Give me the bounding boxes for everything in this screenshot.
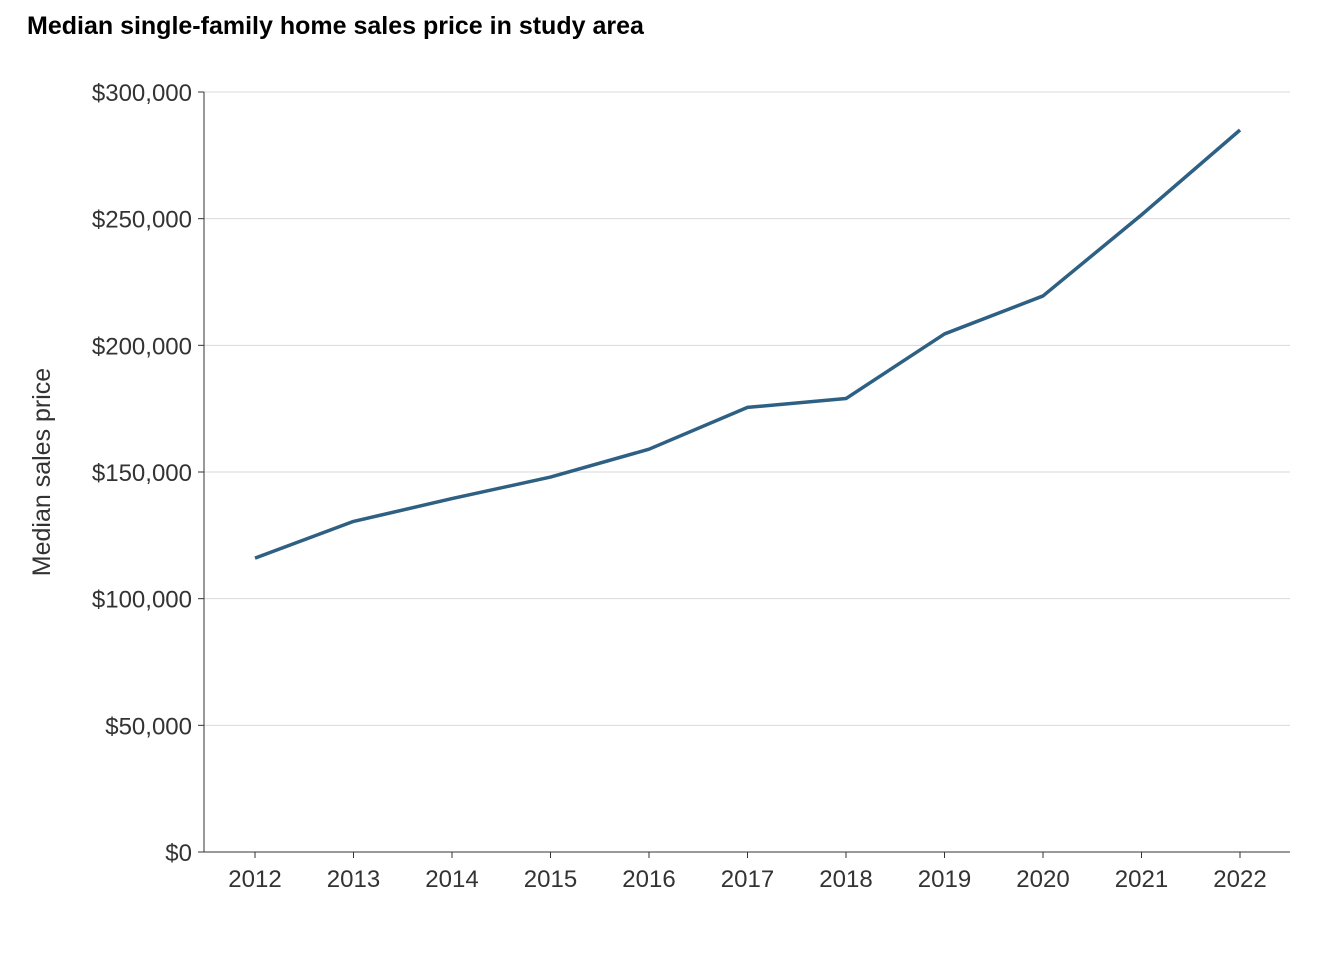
- y-axis-ticks: $0 $50,000 $100,000 $150,000 $200,000 $250,00…: [92, 80, 204, 867]
- x-tick-label: 2012: [228, 866, 281, 893]
- y-tick-label: $250,000: [92, 207, 192, 234]
- y-tick-label: $50,000: [105, 713, 192, 740]
- x-axis-ticks: 2012 2013 2014 2015 2016 2017 2018 2019 2020 2021…: [228, 852, 1267, 893]
- x-tick-label: 2013: [327, 866, 380, 893]
- series-line: [254, 128, 1242, 560]
- x-tick-label: 2021: [1115, 866, 1168, 893]
- gridlines: [204, 91, 1290, 726]
- x-tick-label: 2014: [425, 866, 478, 893]
- series-lines: [254, 128, 1242, 560]
- y-axis-title: Median sales price: [28, 368, 56, 576]
- chart-title: Median single-family home sales price in…: [27, 12, 644, 40]
- y-tick-label: $300,000: [92, 80, 192, 107]
- y-tick-label: $100,000: [92, 587, 192, 614]
- x-tick-label: 2020: [1016, 866, 1069, 893]
- y-tick-label: $200,000: [92, 333, 192, 360]
- x-tick-label: 2018: [819, 866, 872, 893]
- y-tick-label: $150,000: [92, 460, 192, 487]
- x-tick-label: 2017: [721, 866, 774, 893]
- y-tick-label: $0: [165, 840, 192, 867]
- x-tick-label: 2022: [1213, 866, 1266, 893]
- x-tick-label: 2019: [918, 866, 971, 893]
- x-tick-label: 2015: [524, 866, 577, 893]
- x-tick-label: 2016: [622, 866, 675, 893]
